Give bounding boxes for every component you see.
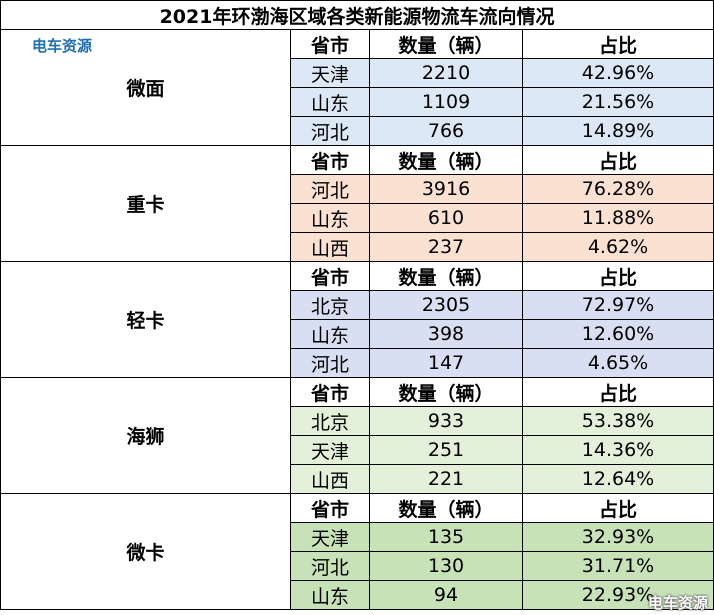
table-row: 河北 3916 76.28% [1, 174, 714, 204]
header-province: 省市 [290, 29, 370, 59]
count-cell: 94 [369, 580, 523, 610]
province-cell: 河北 [290, 348, 370, 378]
province-cell: 河北 [290, 116, 370, 146]
header-province: 省市 [290, 261, 370, 291]
category-cell: 重卡 [0, 145, 291, 262]
table-title: 2021年环渤海区域各类新能源物流车流向情况 [0, 0, 714, 30]
table-row: 山东 1109 21.56% [1, 87, 714, 117]
province-cell: 河北 [290, 551, 370, 581]
share-cell: 32.93% [521, 522, 714, 552]
count-cell: 398 [369, 319, 523, 349]
share-cell: 4.65% [521, 348, 714, 378]
table-row: 北京 933 53.38% [1, 406, 714, 436]
province-cell: 天津 [290, 522, 370, 552]
share-cell: 31.71% [521, 551, 714, 581]
share-cell: 53.38% [521, 406, 714, 436]
count-cell: 1109 [369, 87, 523, 117]
table-row: 山西 237 4.62% [1, 232, 714, 262]
count-cell: 610 [369, 203, 523, 233]
table-row: 河北 766 14.89% [1, 116, 714, 146]
watermark: 电车资源 [647, 594, 708, 612]
province-cell: 山东 [290, 87, 370, 117]
count-cell: 221 [369, 464, 523, 494]
province-cell: 河北 [290, 174, 370, 204]
table-row: 天津 135 32.93% [1, 522, 714, 552]
table-row: 山东 610 11.88% [1, 203, 714, 233]
count-cell: 2210 [369, 58, 523, 88]
share-cell: 72.97% [521, 290, 714, 320]
share-cell: 14.36% [521, 435, 714, 465]
header-province: 省市 [290, 493, 370, 523]
share-cell: 76.28% [521, 174, 714, 204]
count-cell: 147 [369, 348, 523, 378]
header-share: 占比 [521, 493, 714, 523]
share-cell: 11.88% [521, 203, 714, 233]
count-cell: 2305 [369, 290, 523, 320]
count-cell: 135 [369, 522, 523, 552]
province-cell: 北京 [290, 290, 370, 320]
province-cell: 北京 [290, 406, 370, 436]
header-province: 省市 [290, 377, 370, 407]
province-cell: 山东 [290, 203, 370, 233]
count-cell: 766 [369, 116, 523, 146]
table-row: 天津 251 14.36% [1, 435, 714, 465]
table-row: 天津 2210 42.96% [1, 58, 714, 88]
category-cell: 轻卡 [0, 261, 291, 378]
share-cell: 21.56% [521, 87, 714, 117]
brand-logo: 电车资源 [32, 35, 92, 56]
share-cell: 4.62% [521, 232, 714, 262]
province-cell: 山东 [290, 319, 370, 349]
province-cell: 山东 [290, 580, 370, 610]
province-cell: 山西 [290, 232, 370, 262]
header-share: 占比 [521, 29, 714, 59]
header-count: 数量（辆） [369, 261, 523, 291]
share-cell: 14.89% [521, 116, 714, 146]
share-cell: 12.64% [521, 464, 714, 494]
table-row: 山东 94 22.93% [1, 580, 714, 610]
count-cell: 130 [369, 551, 523, 581]
header-count: 数量（辆） [369, 493, 523, 523]
table-row: 山西 221 12.64% [1, 464, 714, 494]
province-cell: 天津 [290, 435, 370, 465]
category-cell: 微卡 [0, 493, 291, 610]
table-row: 北京 2305 72.97% [1, 290, 714, 320]
header-share: 占比 [521, 377, 714, 407]
count-cell: 251 [369, 435, 523, 465]
header-province: 省市 [290, 145, 370, 175]
header-share: 占比 [521, 261, 714, 291]
header-count: 数量（辆） [369, 29, 523, 59]
province-cell: 天津 [290, 58, 370, 88]
table-row: 山东 398 12.60% [1, 319, 714, 349]
category-cell: 海狮 [0, 377, 291, 494]
logo-text: 电车资源 [32, 37, 93, 55]
header-count: 数量（辆） [369, 145, 523, 175]
header-count: 数量（辆） [369, 377, 523, 407]
count-cell: 3916 [369, 174, 523, 204]
share-cell: 22.93% [521, 580, 714, 610]
share-cell: 42.96% [521, 58, 714, 88]
count-cell: 237 [369, 232, 523, 262]
category-cell: 微面 [0, 29, 291, 146]
count-cell: 933 [369, 406, 523, 436]
header-share: 占比 [521, 145, 714, 175]
province-cell: 山西 [290, 464, 370, 494]
share-cell: 12.60% [521, 319, 714, 349]
